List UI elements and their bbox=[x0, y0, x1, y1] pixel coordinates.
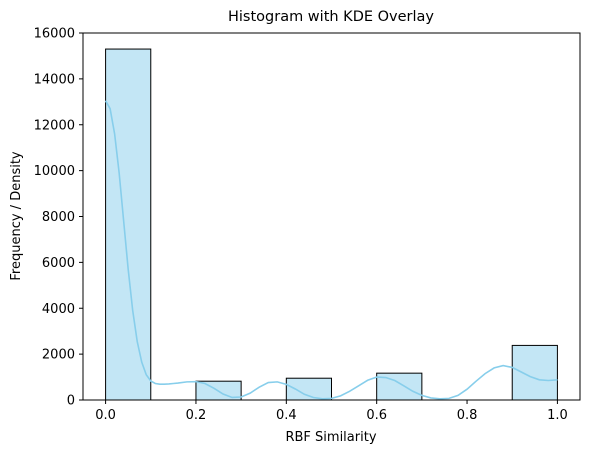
chart-title: Histogram with KDE Overlay bbox=[228, 9, 434, 25]
y-tick-label: 4000 bbox=[42, 302, 75, 317]
x-tick-label: 0.2 bbox=[186, 408, 207, 423]
y-tick-label: 8000 bbox=[42, 210, 75, 225]
y-tick-label: 10000 bbox=[34, 164, 75, 179]
y-tick-label: 14000 bbox=[34, 72, 75, 87]
x-tick-label: 0.4 bbox=[276, 408, 297, 423]
histogram-bar bbox=[511, 344, 558, 401]
y-tick-label: 6000 bbox=[42, 256, 75, 271]
y-tick-label: 12000 bbox=[34, 118, 75, 133]
histogram-bar bbox=[285, 377, 332, 401]
x-tick-label: 0.8 bbox=[457, 408, 478, 423]
y-tick-label: 16000 bbox=[34, 27, 75, 42]
bars-layer bbox=[105, 48, 558, 401]
x-tick-label: 0.0 bbox=[95, 408, 116, 423]
y-axis-title: Frequency / Density bbox=[9, 151, 24, 281]
histogram-bar bbox=[105, 48, 152, 401]
x-tick-label: 1.0 bbox=[547, 408, 568, 423]
x-tick-label: 0.6 bbox=[366, 408, 387, 423]
y-tick-label: 2000 bbox=[42, 348, 75, 363]
y-axis: 0 2000 4000 6000 8000 10000 12000 14000 16000 bbox=[34, 27, 83, 409]
plot-frame bbox=[82, 32, 581, 401]
x-axis-title: RBF Similarity bbox=[285, 430, 376, 445]
y-tick-label: 0 bbox=[67, 394, 75, 409]
kde-line bbox=[104, 100, 558, 400]
x-axis: 0.0 0.2 0.4 0.6 0.8 1.0 bbox=[95, 400, 568, 423]
